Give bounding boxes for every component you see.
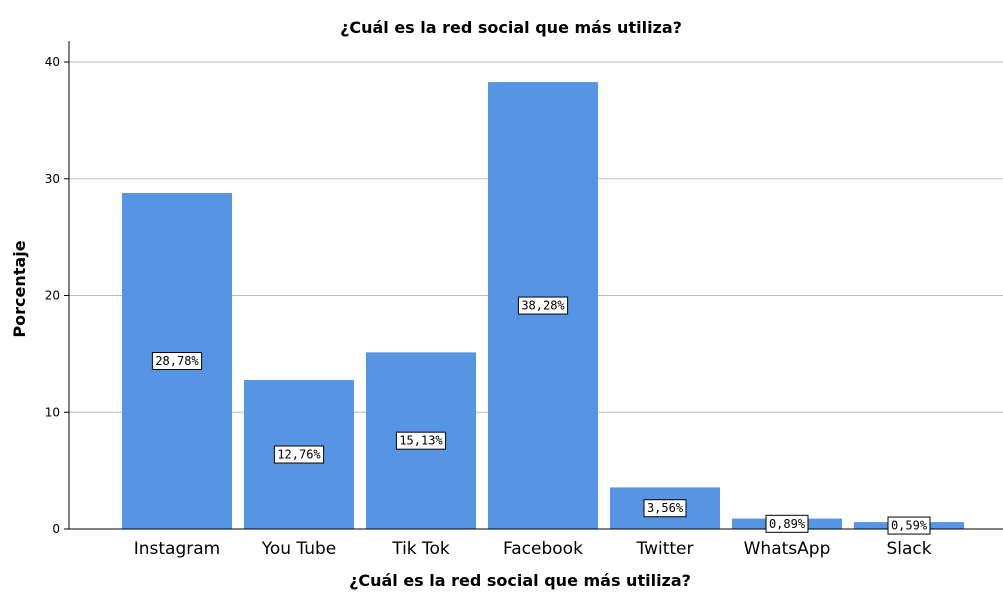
x-tick-label-1: You Tube (261, 539, 337, 559)
data-label-box-2 (395, 431, 447, 450)
x-tick-label-6: Slack (886, 539, 931, 559)
x-tick-label-2: Tik Tok (391, 539, 450, 559)
data-label-2: 15,13% (395, 431, 447, 450)
data-label-box-1 (273, 445, 325, 464)
data-label-box-0 (151, 352, 203, 371)
y-tick-label-0: 0 (52, 522, 60, 536)
data-label-1: 12,76% (273, 445, 325, 464)
y-tick-label-1: 10 (45, 405, 60, 419)
x-tick-label-4: Twitter (636, 539, 694, 559)
data-label-3: 38,28% (517, 296, 569, 315)
data-label-text-1: 12,76% (277, 448, 321, 462)
chart-title: ¿Cuál es la red social que más utiliza? (340, 18, 682, 37)
data-label-box-6 (887, 516, 931, 535)
y-axis-title: Porcentaje (10, 240, 29, 337)
data-label-text-4: 3,56% (647, 501, 684, 515)
y-tick-label-3: 30 (45, 172, 60, 186)
data-label-0: 28,78% (151, 352, 203, 371)
x-tick-label-3: Facebook (503, 539, 583, 559)
data-label-text-5: 0,89% (769, 517, 806, 531)
data-label-text-3: 38,28% (521, 299, 565, 313)
data-label-text-2: 15,13% (399, 434, 443, 448)
data-labels: 28,78% 12,76% 15,13% 38,28% 3,56% 0,89% 0,59% (151, 296, 931, 535)
data-label-text-0: 28,78% (155, 354, 199, 368)
y-tick-label-2: 20 (45, 289, 60, 303)
y-tick-label-4: 40 (45, 55, 60, 69)
x-axis-title: ¿Cuál es la red social que más utiliza? (349, 571, 691, 590)
data-label-5: 0,89% (765, 514, 809, 533)
data-label-box-3 (517, 296, 569, 315)
x-tick-label-0: Instagram (134, 539, 221, 559)
data-label-box-5 (765, 514, 809, 533)
data-label-6: 0,59% (887, 516, 931, 535)
data-label-4: 3,56% (643, 499, 687, 518)
axes: 0 10 20 30 40 Instagram You Tube Tik Tok Faceboo… (45, 41, 1003, 559)
x-tick-label-5: WhatsApp (744, 539, 831, 559)
data-label-text-6: 0,59% (891, 519, 928, 533)
data-label-box-4 (643, 499, 687, 518)
